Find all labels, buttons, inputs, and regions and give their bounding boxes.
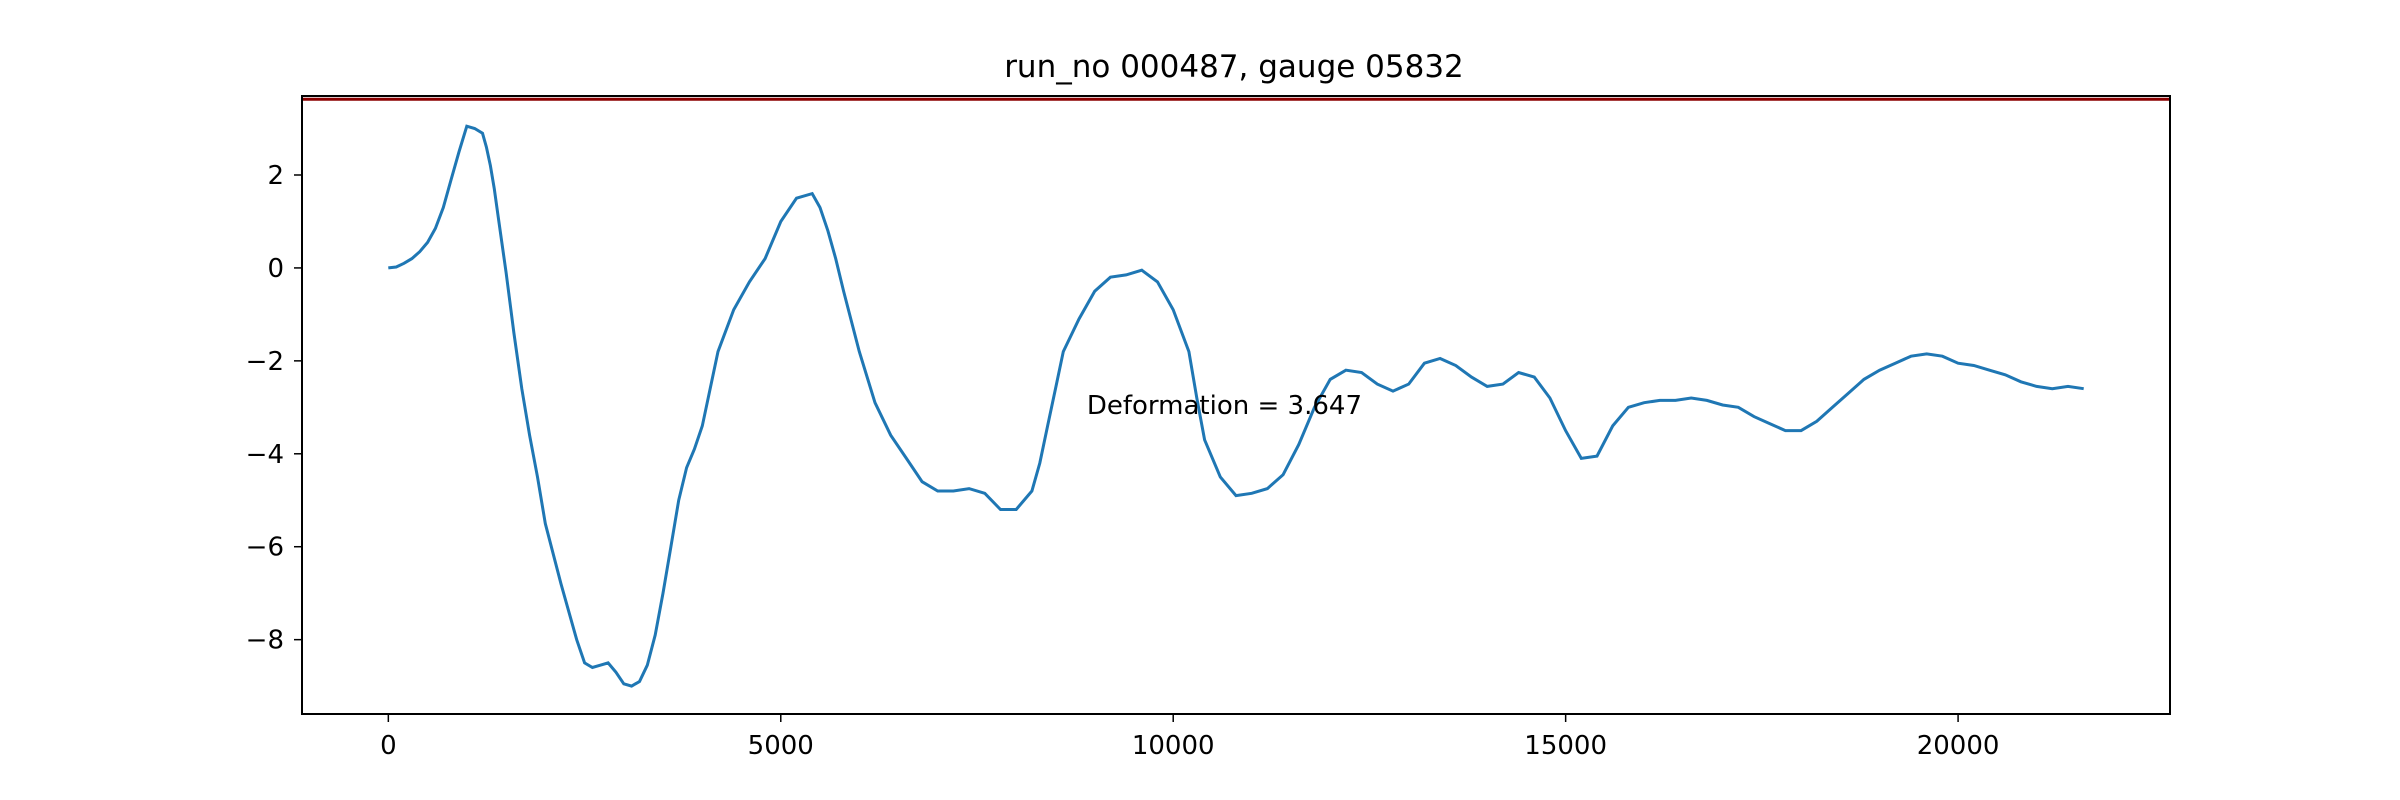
x-tick-label: 0 <box>380 731 397 761</box>
y-tick-label: −6 <box>246 533 284 563</box>
y-tick-label: 2 <box>267 161 284 191</box>
x-axis: 0 5000 10000 15000 20000 <box>380 714 1999 761</box>
plot-frame <box>301 95 2171 715</box>
y-axis: 2 0 −2 −4 −6 −8 <box>246 161 302 656</box>
y-tick-label: −4 <box>246 440 284 470</box>
y-tick-label: 0 <box>267 254 284 284</box>
chart-title: run_no 000487, gauge 05832 <box>1004 49 1464 85</box>
y-tick-label: −8 <box>246 626 284 656</box>
deformation-annotation: Deformation = 3.647 <box>1087 391 1362 421</box>
x-tick-label: 15000 <box>1524 731 1607 761</box>
series-line <box>388 124 2084 688</box>
y-tick-label: −2 <box>246 347 284 377</box>
x-tick-label: 20000 <box>1917 731 2000 761</box>
x-tick-label: 5000 <box>748 731 814 761</box>
x-tick-label: 10000 <box>1132 731 1215 761</box>
